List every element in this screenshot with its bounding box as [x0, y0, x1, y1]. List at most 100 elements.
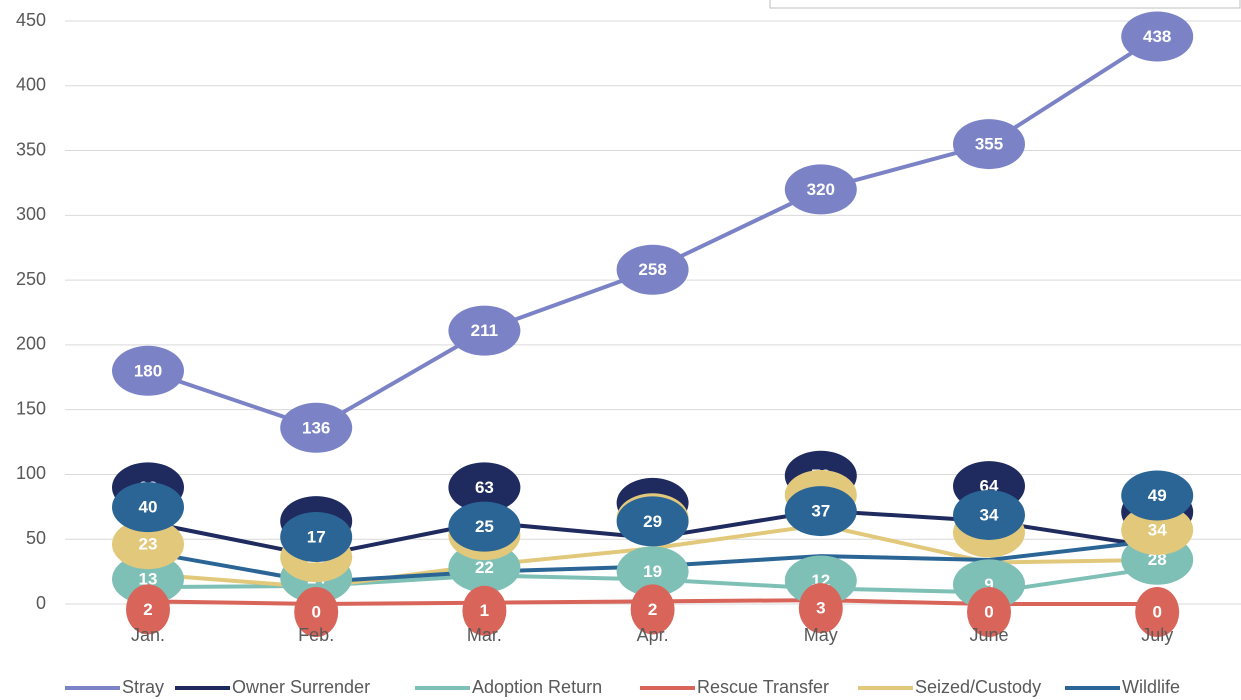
data-label-text: 2 — [143, 600, 152, 619]
data-label-bg — [462, 585, 507, 636]
legend-label: Seized/Custody — [915, 677, 1041, 697]
data-label-bg — [616, 244, 689, 295]
data-label-text: 37 — [811, 502, 830, 521]
data-label-bg — [1135, 587, 1180, 637]
data-label-bg — [953, 559, 1025, 610]
data-label-text: 3 — [816, 599, 825, 618]
data-label: 17 — [280, 511, 353, 562]
data-label-text: 23 — [139, 535, 158, 554]
data-label: 40 — [112, 482, 184, 533]
data-label-text: 29 — [643, 512, 662, 531]
data-label-text: 355 — [975, 135, 1003, 154]
data-label-bg — [1121, 470, 1194, 521]
data-label-bg — [112, 345, 184, 396]
data-label-text: 25 — [475, 517, 494, 536]
y-tick-label: 0 — [36, 593, 46, 613]
x-tick-label: July — [1141, 625, 1173, 645]
x-tick-label: Jan. — [131, 625, 165, 645]
data-label-bg — [953, 489, 1025, 540]
data-label-text: 180 — [134, 361, 162, 380]
legend-entry: Owner Surrender — [175, 677, 370, 697]
data-label-text: 211 — [471, 321, 498, 340]
x-tick-label: Mar. — [467, 625, 502, 645]
data-label: 2 — [630, 584, 675, 635]
data-label-text: 258 — [638, 260, 666, 279]
data-label: 211 — [448, 305, 521, 356]
data-label-bg — [448, 462, 521, 513]
data-label-bg — [967, 587, 1011, 637]
data-label-bg — [448, 305, 521, 356]
data-label-bg — [112, 519, 184, 570]
x-tick-label: June — [969, 625, 1008, 645]
data-label: 0 — [294, 587, 339, 637]
data-label: 258 — [616, 244, 689, 295]
data-label-bg — [784, 164, 857, 215]
data-label-bg — [616, 496, 689, 547]
series-line — [147, 34, 1159, 430]
y-tick-label: 150 — [16, 398, 46, 418]
data-label-text: 22 — [475, 558, 494, 577]
data-label: 25 — [448, 501, 521, 552]
legend-entry: Rescue Transfer — [640, 677, 829, 697]
data-label-bg — [280, 402, 353, 453]
y-tick-label: 250 — [16, 269, 46, 289]
data-label: 23 — [112, 519, 184, 570]
legend-label: Wildlife — [1122, 677, 1180, 697]
data-label: 34 — [953, 489, 1025, 540]
legend-entry: Seized/Custody — [858, 677, 1041, 697]
data-label-bg — [1121, 11, 1194, 62]
data-label-text: 9 — [984, 575, 993, 594]
y-tick-label: 350 — [16, 139, 46, 159]
data-label: 63 — [448, 462, 521, 513]
data-label-text: 49 — [1148, 486, 1167, 505]
data-label: 3 — [798, 583, 843, 634]
data-label-bg — [294, 587, 339, 637]
data-label: 49 — [1121, 470, 1194, 521]
data-label: 13 — [112, 554, 184, 605]
legend-label: Adoption Return — [472, 677, 602, 697]
data-label-text: 40 — [139, 498, 158, 517]
data-label: 29 — [616, 496, 689, 547]
data-label-text: 438 — [1143, 27, 1171, 46]
data-label-bg — [126, 584, 170, 635]
y-tick-label: 200 — [16, 334, 46, 354]
legend-label: Owner Surrender — [232, 677, 370, 697]
x-tick-label: May — [804, 625, 838, 645]
data-label-text: 34 — [980, 505, 999, 524]
data-label-text: 1 — [480, 601, 489, 620]
legend-entry: Wildlife — [1065, 677, 1180, 697]
data-label-text: 136 — [302, 418, 330, 437]
data-label: 19 — [616, 546, 689, 597]
data-label-bg — [630, 584, 675, 635]
data-label-bg — [784, 486, 857, 537]
y-tick-label: 100 — [16, 463, 46, 483]
data-label-text: 0 — [311, 602, 320, 621]
y-tick-label: 300 — [16, 204, 46, 224]
data-label-text: 13 — [139, 570, 158, 589]
data-label: 2 — [126, 584, 170, 635]
data-label-text: 17 — [307, 527, 326, 546]
data-label-bg — [112, 554, 184, 605]
data-label-bg — [798, 583, 843, 634]
data-label: 0 — [1135, 587, 1180, 637]
data-label-bg — [784, 555, 857, 606]
data-label-bg — [112, 482, 184, 533]
y-tick-label: 400 — [16, 75, 46, 95]
legend-label: Stray — [122, 677, 164, 697]
data-label: 1 — [462, 585, 507, 636]
data-label: 320 — [784, 164, 857, 215]
legend-label: Rescue Transfer — [697, 677, 829, 697]
data-label-bg — [448, 501, 521, 552]
data-label-text: 0 — [1152, 602, 1161, 621]
data-label: 0 — [967, 587, 1011, 637]
data-label-bg — [953, 119, 1025, 170]
data-label: 37 — [784, 486, 857, 537]
data-label-bg — [616, 546, 689, 597]
data-label: 34 — [1121, 504, 1194, 555]
data-label-text: 63 — [475, 478, 494, 497]
data-label: 180 — [112, 345, 184, 396]
y-tick-label: 50 — [26, 528, 46, 548]
frame-edge — [769, 0, 1241, 9]
legend-entry: Stray — [65, 677, 164, 697]
